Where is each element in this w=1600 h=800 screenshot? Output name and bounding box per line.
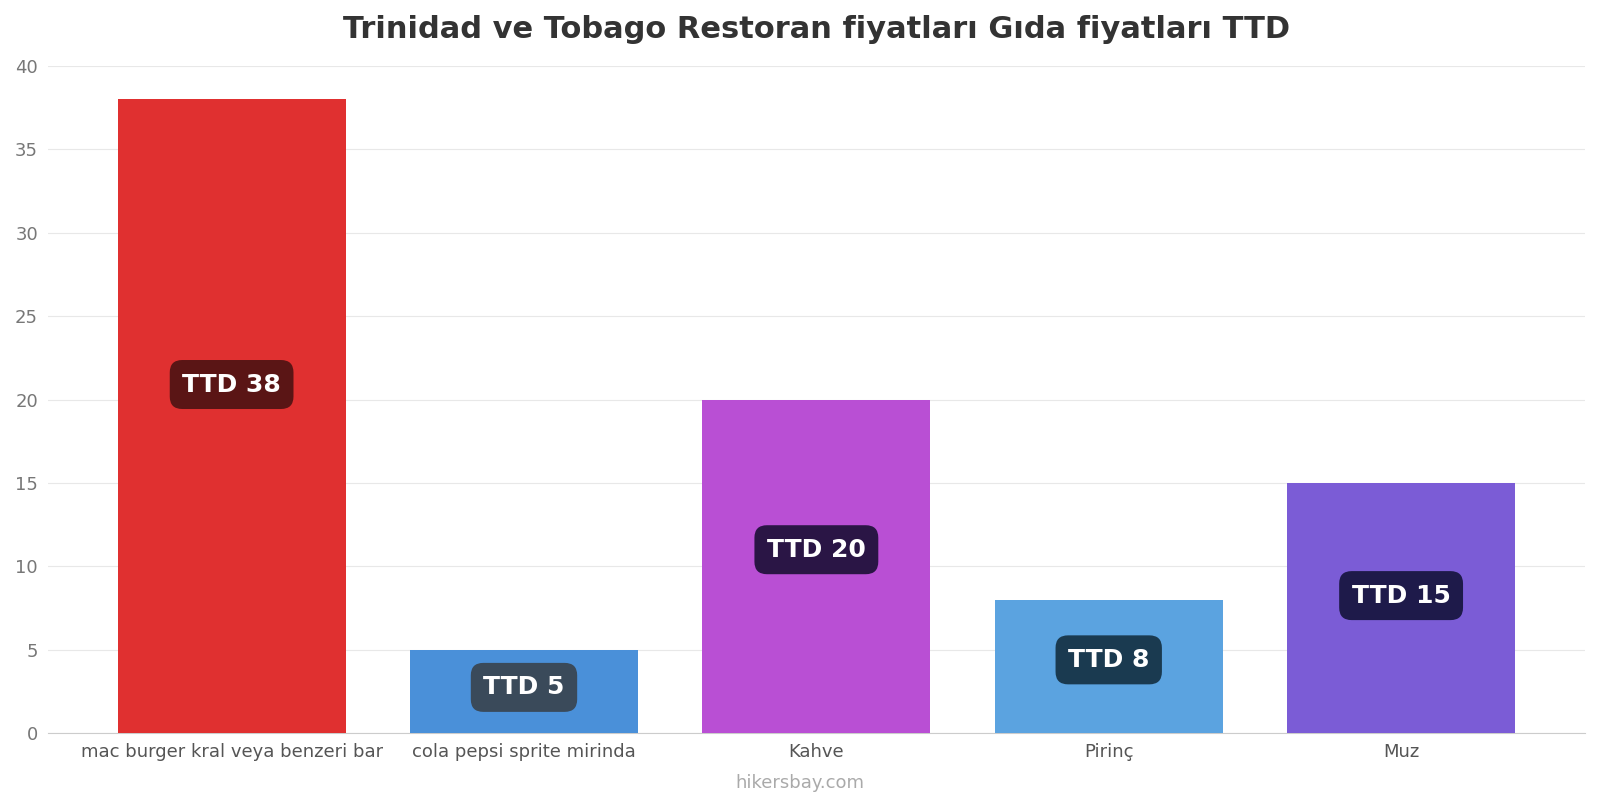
- Bar: [117, 99, 346, 734]
- Text: TTD 15: TTD 15: [1352, 584, 1451, 608]
- Text: TTD 20: TTD 20: [766, 538, 866, 562]
- Bar: [995, 600, 1222, 734]
- Bar: [702, 399, 930, 734]
- Bar: [410, 650, 638, 734]
- Text: TTD 8: TTD 8: [1069, 648, 1149, 672]
- Text: hikersbay.com: hikersbay.com: [736, 774, 864, 792]
- Title: Trinidad ve Tobago Restoran fiyatları Gıda fiyatları TTD: Trinidad ve Tobago Restoran fiyatları Gı…: [342, 15, 1290, 44]
- Text: TTD 5: TTD 5: [483, 675, 565, 699]
- Bar: [1286, 483, 1515, 734]
- Text: TTD 38: TTD 38: [182, 373, 282, 397]
